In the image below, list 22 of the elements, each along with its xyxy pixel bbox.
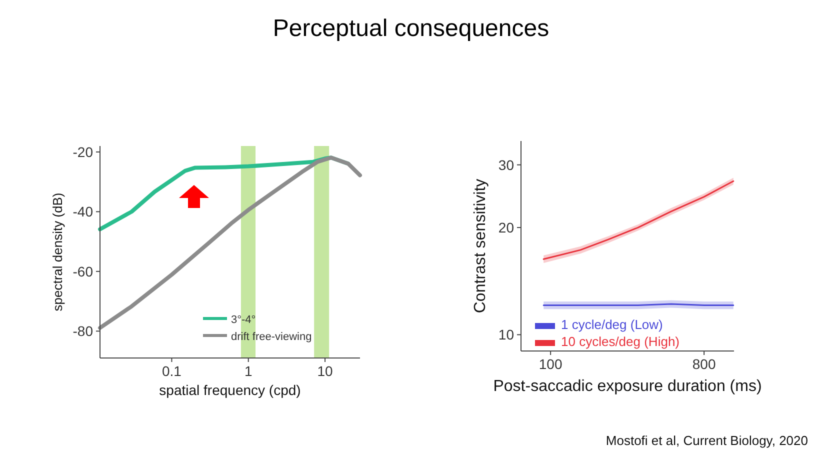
x-axis-title: Post-saccadic exposure duration (ms) (493, 378, 762, 395)
x-tick-label: 10 (317, 363, 334, 379)
text: Mostofi et al, Current Biology, 2020 (606, 433, 808, 448)
text: Perceptual consequences (272, 15, 550, 42)
x-tick-label: 100 (538, 356, 562, 372)
y-tick-label: -80 (72, 323, 94, 340)
y-tick-label: -20 (72, 144, 94, 160)
y-tick-label: -60 (72, 263, 94, 280)
legend-label: 1 cycle/deg (Low) (561, 317, 663, 332)
x-tick-label: 0.1 (162, 363, 182, 379)
y-tick-label: 30 (498, 156, 514, 173)
y-axis-title: spectral density (dB) (50, 192, 65, 312)
y-axis-title: Contrast sensitivity (472, 178, 489, 314)
x-tick-label: 800 (692, 356, 716, 372)
y-tick-label: 10 (498, 326, 514, 343)
x-tick-label: 1 (244, 363, 252, 379)
y-tick-label: 20 (498, 220, 514, 236)
legend-label: 10 cycles/deg (High) (561, 334, 680, 349)
legend-label: 3°-4° (231, 314, 256, 326)
legend-label: drift free-viewing (231, 331, 312, 343)
y-tick-label: -40 (72, 204, 94, 220)
x-axis-title: spatial frequency (cpd) (159, 382, 301, 398)
